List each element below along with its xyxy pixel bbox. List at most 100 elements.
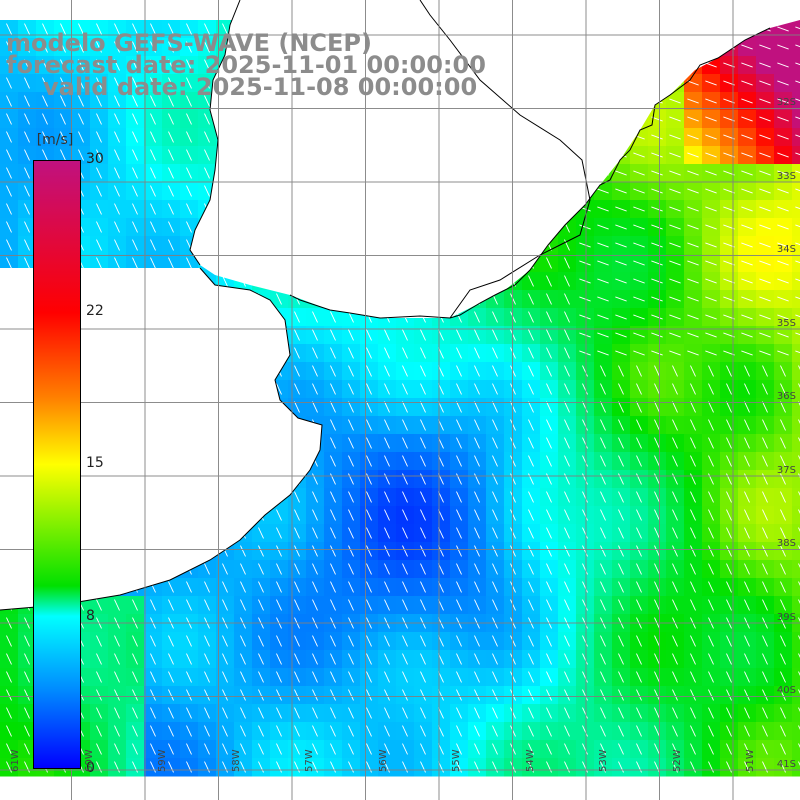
wind-arrow bbox=[777, 206, 789, 212]
wind-arrow bbox=[669, 206, 681, 212]
wind-arrow bbox=[456, 509, 462, 521]
wind-arrow bbox=[204, 599, 210, 611]
wind-arrow bbox=[651, 296, 663, 302]
wind-arrow bbox=[492, 365, 498, 377]
wind-arrow bbox=[564, 455, 570, 467]
wind-arrow bbox=[600, 581, 606, 593]
wind-arrow bbox=[582, 635, 588, 647]
wind-arrow bbox=[402, 599, 408, 611]
wind-arrow bbox=[528, 365, 534, 377]
wind-arrow bbox=[276, 527, 282, 539]
latitude-label: 37S bbox=[776, 464, 796, 476]
wind-arrow bbox=[741, 116, 753, 122]
wind-arrow bbox=[6, 41, 12, 53]
wind-arrow bbox=[384, 671, 390, 683]
wind-arrow bbox=[672, 419, 678, 431]
wind-arrow bbox=[744, 437, 750, 449]
wind-arrow bbox=[366, 725, 372, 737]
wind-arrow bbox=[780, 635, 786, 647]
wind-arrow bbox=[759, 62, 771, 68]
wind-arrow bbox=[759, 116, 771, 122]
wind-arrow bbox=[528, 527, 534, 539]
wind-arrow bbox=[348, 527, 354, 539]
wind-arrow bbox=[777, 314, 789, 320]
wind-arrow bbox=[420, 347, 426, 359]
wind-arrow bbox=[204, 185, 210, 197]
wind-arrow bbox=[348, 761, 354, 773]
wind-arrow bbox=[708, 581, 714, 593]
wind-arrow bbox=[420, 527, 426, 539]
wind-arrow bbox=[636, 743, 642, 755]
wind-arrow bbox=[564, 239, 570, 251]
wind-arrow bbox=[474, 437, 480, 449]
wind-arrow bbox=[474, 707, 480, 719]
wind-arrow bbox=[204, 707, 210, 719]
wind-arrow bbox=[420, 653, 426, 665]
wind-arrow bbox=[132, 239, 138, 251]
wind-arrow bbox=[6, 149, 12, 161]
wind-cell bbox=[792, 542, 800, 561]
wind-arrow bbox=[456, 725, 462, 737]
wind-arrow bbox=[6, 239, 12, 251]
wind-arrow bbox=[474, 761, 480, 773]
wind-arrow bbox=[348, 437, 354, 449]
wind-arrow bbox=[330, 473, 336, 485]
wind-arrow bbox=[795, 332, 800, 336]
wind-arrow bbox=[633, 188, 645, 194]
wind-arrow bbox=[150, 221, 156, 233]
wind-arrow bbox=[618, 743, 624, 755]
wind-arrow bbox=[150, 41, 156, 53]
wind-arrow bbox=[798, 509, 800, 514]
wind-arrow bbox=[114, 41, 120, 53]
wind-arrow bbox=[528, 599, 534, 611]
wind-arrow bbox=[366, 437, 372, 449]
wind-arrow bbox=[780, 761, 786, 773]
wind-arrow bbox=[150, 23, 156, 35]
wind-arrow bbox=[276, 563, 282, 575]
wind-arrow bbox=[705, 350, 717, 356]
wind-arrow bbox=[672, 761, 678, 773]
wind-arrow bbox=[780, 437, 786, 449]
wind-cell bbox=[792, 524, 800, 543]
wind-arrow bbox=[132, 257, 138, 269]
wind-arrow bbox=[654, 563, 660, 575]
wind-arrow bbox=[186, 95, 192, 107]
wind-arrow bbox=[186, 761, 192, 773]
wind-arrow bbox=[366, 671, 372, 683]
wind-arrow bbox=[708, 509, 714, 521]
wind-arrow bbox=[6, 167, 12, 179]
wind-arrow bbox=[330, 437, 336, 449]
wind-arrow bbox=[492, 437, 498, 449]
wind-arrow bbox=[420, 581, 426, 593]
wind-arrow bbox=[687, 152, 699, 158]
wind-arrow bbox=[672, 509, 678, 521]
wind-arrow bbox=[258, 689, 264, 701]
wind-arrow bbox=[312, 689, 318, 701]
wind-arrow bbox=[150, 635, 156, 647]
wind-arrow bbox=[186, 671, 192, 683]
wind-arrow bbox=[114, 671, 120, 683]
wind-arrow bbox=[492, 455, 498, 467]
wind-arrow bbox=[726, 383, 732, 395]
wind-arrow bbox=[420, 545, 426, 557]
wind-arrow bbox=[348, 365, 354, 377]
wind-arrow bbox=[669, 314, 681, 320]
wind-arrow bbox=[708, 365, 714, 377]
wind-arrow bbox=[579, 260, 591, 266]
wind-arrow bbox=[741, 296, 753, 302]
wind-arrow bbox=[132, 23, 138, 35]
wind-arrow bbox=[600, 635, 606, 647]
wind-arrow bbox=[456, 653, 462, 665]
wind-arrow bbox=[186, 59, 192, 71]
wind-arrow bbox=[168, 59, 174, 71]
wind-arrow bbox=[456, 437, 462, 449]
wind-arrow bbox=[741, 242, 753, 248]
wind-arrow bbox=[579, 242, 591, 248]
wind-arrow bbox=[654, 437, 660, 449]
wind-arrow bbox=[348, 329, 354, 341]
wind-arrow bbox=[564, 599, 570, 611]
wind-arrow bbox=[597, 224, 609, 230]
wind-arrow bbox=[669, 188, 681, 194]
wind-arrow bbox=[420, 365, 426, 377]
wind-arrow bbox=[780, 689, 786, 701]
